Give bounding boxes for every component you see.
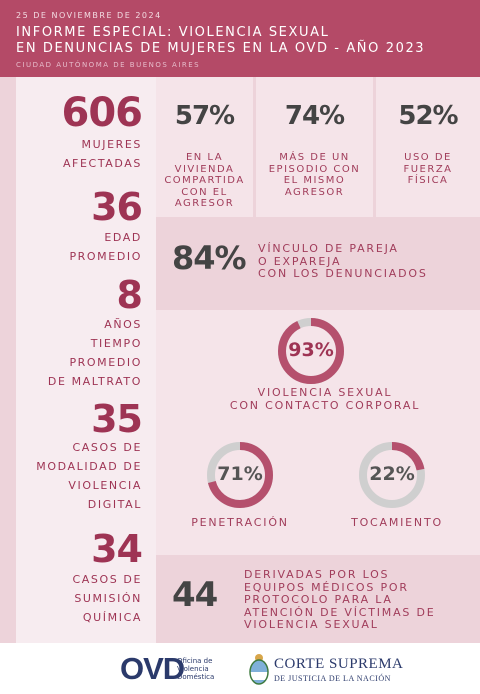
ring-touching-caption: TOCAMIENTO [351,516,443,529]
episodes-caption: MÁS DE UN EPISODIO CON EL MISMO AGRESOR [268,152,361,198]
stat-box-force: 52% USO DE FUERZA FÍSICA [376,77,480,217]
force-caption: USO DE FUERZA FÍSICA [403,152,453,186]
ring-contact-arc [278,318,344,384]
footer: OVD Oficina de Violencia Doméstica CORTE… [0,643,480,694]
episodes-value: 74% [284,101,345,131]
stat-years-value: 8 [116,273,143,317]
stat-age-value: 36 [91,185,143,229]
ring-contact-caption: VIOLENCIA SEXUAL CON CONTACTO CORPORAL [229,386,421,412]
ring-penetration-value: 71% [217,463,263,485]
ovd-subtitle: Oficina de Violencia Doméstica [177,657,214,681]
ring-contact [278,318,344,384]
ovd-logo: OVD [120,651,185,686]
partner-value: 84% [172,239,247,277]
ring-penetration-caption: PENETRACIÓN [191,516,289,529]
ring-touching-arc [359,442,425,508]
stat-box-shared-home: 57% EN LA VIVIENDA COMPARTIDA CON EL AGR… [156,77,253,217]
ring-penetration-arc [207,442,273,508]
rings-panel [156,310,480,555]
ring-touching-value: 22% [369,463,415,485]
report-title-line1: INFORME ESPECIAL: VIOLENCIA SEXUAL [16,25,330,40]
stat-digital-value: 35 [91,397,143,441]
shared-home-value: 57% [174,101,235,131]
report-city: CIUDAD AUTÓNOMA DE BUENOS AIRES [16,61,201,69]
stat-box-episodes: 74% MÁS DE UN EPISODIO CON EL MISMO AGRE… [256,77,373,217]
force-value: 52% [398,101,458,131]
shared-home-caption: EN LA VIVIENDA COMPARTIDA CON EL AGRESOR [164,152,245,209]
stat-years-label: AÑOS TIEMPO PROMEDIO DE MALTRATO [47,318,142,388]
header-banner: 25 DE NOVIEMBRE DE 2024 INFORME ESPECIAL… [0,0,480,77]
report-title: INFORME ESPECIAL: VIOLENCIA SEXUAL EN DE… [16,25,425,57]
derived-value: 44 [172,575,218,615]
coat-of-arms-icon [249,654,269,685]
stat-women-label: MUJERES AFECTADAS [62,138,142,170]
corte-line2: DE JUSTICIA DE LA NACIÓN [274,674,391,683]
ovd-subtitle-line3: Doméstica [177,673,215,681]
left-column: 606 MUJERES AFECTADAS 36 EDAD PROMEDIO 8… [16,77,156,643]
ring-contact-value: 93% [288,339,334,361]
stat-chemical-value: 34 [91,527,143,571]
ovd-subtitle-line2: Violencia [177,665,209,673]
ovd-subtitle-line1: Oficina de [177,657,213,665]
stat-age-label: EDAD PROMEDIO [69,231,142,263]
report-title-line2: EN DENUNCIAS DE MUJERES EN LA OVD - AÑO … [16,41,426,56]
report-date: 25 DE NOVIEMBRE DE 2024 [16,11,162,20]
ring-touching [359,442,425,508]
ring-penetration [207,442,273,508]
stat-women-value: 606 [61,90,143,136]
derived-caption: DERIVADAS POR LOS EQUIPOS MÉDICOS POR PR… [244,568,436,631]
partner-caption: VÍNCULO DE PAREJA O EXPAREJA CON LOS DEN… [258,242,428,280]
corte-line1: CORTE SUPREMA [274,656,404,672]
stat-digital-label: CASOS DE MODALIDAD DE VIOLENCIA DIGITAL [36,441,142,511]
stat-chemical-label: CASOS DE SUMISIÓN QUÍMICA [72,573,142,624]
